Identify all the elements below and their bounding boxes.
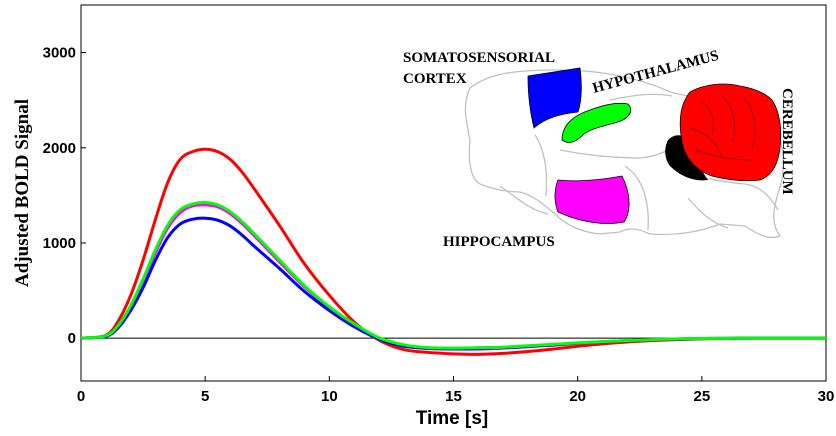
- x-tick-label: 5: [201, 388, 209, 405]
- label-cortex: CORTEX: [403, 71, 467, 87]
- brain-inset: SOMATOSENSORIAL CORTEX HYPOTHALAMUS HIPP…: [403, 48, 795, 250]
- y-tick-label: 2000: [43, 140, 76, 157]
- hippocampus-region: [555, 176, 629, 224]
- label-hippocampus: HIPPOCAMPUS: [443, 234, 555, 250]
- series-line-3: [81, 202, 826, 348]
- cerebellum-region: [680, 84, 781, 181]
- x-tick-label: 25: [693, 388, 710, 405]
- y-tick-label: 3000: [43, 45, 76, 62]
- y-tick-label: 0: [68, 330, 76, 347]
- y-axis-title: Adjusted BOLD Signal: [12, 99, 33, 287]
- x-tick-label: 10: [321, 388, 338, 405]
- x-tick-label: 20: [569, 388, 586, 405]
- x-axis-title: Time [s]: [416, 408, 489, 429]
- label-somatosensorial: SOMATOSENSORIAL: [403, 50, 555, 66]
- x-tick-label: 0: [77, 388, 85, 405]
- label-cerebellum: CEREBELLUM: [779, 88, 795, 195]
- x-tick-label: 15: [445, 388, 462, 405]
- y-tick-label: 1000: [43, 235, 76, 252]
- x-tick-label: 30: [818, 388, 835, 405]
